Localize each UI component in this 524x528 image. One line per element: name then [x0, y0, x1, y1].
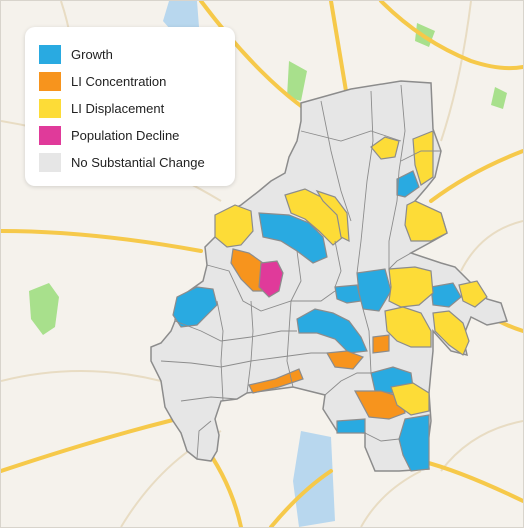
boundary-line — [334, 240, 342, 288]
legend-item-growth: Growth — [39, 41, 223, 68]
boundary-line — [320, 100, 352, 222]
park-area — [287, 61, 307, 101]
boundary-line — [324, 372, 371, 396]
legend: Growth LI Concentration LI Displacement … — [25, 27, 235, 186]
boundary-line — [216, 300, 224, 402]
neighborhood-growth[interactable] — [336, 418, 366, 434]
legend-label: No Substantial Change — [71, 155, 205, 170]
neighborhood-li-displacement[interactable] — [390, 382, 430, 416]
neighborhood-li-concentration[interactable] — [326, 350, 365, 370]
neighborhood-growth[interactable] — [430, 282, 462, 308]
legend-swatch-growth — [39, 45, 61, 64]
neighborhood-growth[interactable] — [356, 268, 392, 312]
boundary-line — [300, 130, 402, 142]
neighborhood-li-displacement[interactable] — [458, 280, 488, 308]
legend-label: LI Concentration — [71, 74, 167, 89]
legend-label: LI Displacement — [71, 101, 165, 116]
legend-item-li-concentration: LI Concentration — [39, 68, 223, 95]
boundary-line — [400, 150, 441, 162]
legend-swatch-no-change — [39, 153, 61, 172]
road — [460, 220, 523, 272]
road — [440, 1, 472, 142]
boundary-line — [180, 396, 238, 402]
neighborhood-li-displacement[interactable] — [388, 266, 434, 308]
highway — [1, 229, 203, 253]
neighborhood-boundaries — [160, 84, 441, 460]
neighborhood-li-displacement[interactable] — [284, 188, 344, 246]
boundary-line — [290, 250, 302, 302]
boundary-line — [174, 320, 297, 342]
park-area — [491, 87, 507, 109]
boundary-line — [362, 308, 372, 374]
boundary-line — [364, 432, 400, 442]
neighborhood-population-decline[interactable] — [258, 260, 284, 298]
neighborhood-li-displacement[interactable] — [370, 136, 400, 160]
neighborhood-li-displacement[interactable] — [412, 130, 434, 186]
road — [1, 370, 162, 382]
boundary-line — [286, 300, 294, 388]
neighborhood-growth[interactable] — [296, 308, 368, 354]
neighborhood-li-displacement[interactable] — [315, 189, 350, 243]
legend-item-li-displacement: LI Displacement — [39, 95, 223, 122]
legend-label: Growth — [71, 47, 113, 62]
neighborhood-li-displacement[interactable] — [432, 310, 470, 356]
boundary-line — [388, 252, 412, 270]
legend-swatch-li-concentration — [39, 72, 61, 91]
boundary-line — [356, 90, 374, 274]
road — [440, 420, 523, 472]
boundary-line — [388, 84, 406, 269]
neighborhood-growth[interactable] — [396, 170, 420, 198]
water-area — [293, 431, 335, 527]
road — [360, 470, 422, 527]
parks — [29, 23, 507, 335]
neighborhood-li-concentration[interactable] — [248, 368, 304, 394]
highway — [379, 1, 523, 71]
neighborhood-li-concentration[interactable] — [353, 390, 406, 420]
boundary-line — [196, 420, 212, 460]
neighborhood-li-concentration[interactable] — [372, 334, 390, 354]
legend-label: Population Decline — [71, 128, 180, 143]
neighborhood-growth[interactable] — [258, 212, 328, 264]
neighborhood-li-displacement[interactable] — [404, 200, 448, 242]
highway — [269, 469, 333, 527]
legend-swatch-li-displacement — [39, 99, 61, 118]
neighborhood-growth[interactable] — [334, 284, 362, 304]
highway — [429, 149, 523, 203]
neighborhood-li-displacement[interactable] — [214, 204, 254, 248]
neighborhood-growth[interactable] — [172, 286, 218, 328]
legend-item-no-change: No Substantial Change — [39, 149, 223, 176]
legend-swatch-population-decline — [39, 126, 61, 145]
boundary-line — [206, 264, 336, 312]
neighborhood-li-displacement[interactable] — [384, 306, 432, 348]
neighborhoods — [172, 130, 488, 472]
legend-item-population-decline: Population Decline — [39, 122, 223, 149]
highway — [419, 459, 523, 503]
boundary-line — [246, 300, 254, 394]
park-area — [29, 283, 59, 335]
